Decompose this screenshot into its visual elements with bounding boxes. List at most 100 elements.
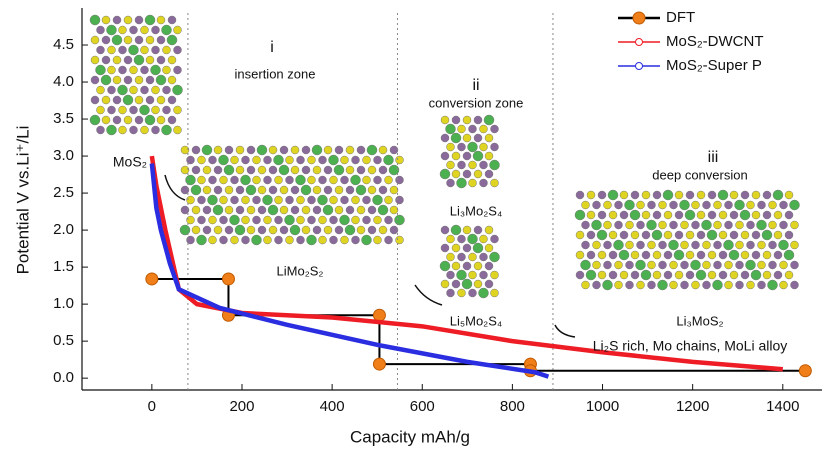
atom	[463, 116, 471, 124]
dft-point	[799, 365, 811, 377]
atom	[642, 251, 650, 259]
atom	[447, 253, 455, 261]
atom	[681, 241, 689, 249]
atom	[463, 244, 471, 252]
atom	[686, 231, 694, 239]
y-tick-label: 3.0	[53, 147, 74, 164]
atom	[647, 220, 657, 230]
atom	[231, 156, 239, 164]
atom	[291, 186, 299, 194]
atom	[307, 235, 317, 245]
atom	[474, 116, 482, 124]
atom	[582, 201, 590, 209]
atom	[335, 186, 343, 194]
atom	[774, 231, 782, 239]
atom	[697, 231, 705, 239]
atom	[779, 240, 789, 250]
atom	[598, 191, 606, 199]
atom	[469, 161, 477, 169]
atom	[186, 175, 196, 185]
atom	[652, 230, 662, 240]
atom	[452, 244, 460, 252]
atom	[735, 200, 745, 210]
atom	[385, 216, 393, 224]
atom	[692, 241, 700, 249]
atom	[340, 215, 350, 225]
atom	[730, 211, 738, 219]
atom	[741, 251, 749, 259]
atom	[604, 221, 612, 229]
atom	[664, 251, 672, 259]
atom	[390, 146, 398, 154]
atom	[308, 156, 316, 164]
atom	[741, 191, 749, 199]
atom	[752, 191, 760, 199]
legend-marker	[636, 63, 643, 70]
atom	[225, 206, 233, 214]
atom	[274, 155, 284, 165]
atom	[373, 195, 383, 205]
atom	[626, 281, 634, 289]
atom	[203, 226, 211, 234]
x-tick-label: 200	[229, 398, 254, 415]
atom	[258, 186, 266, 194]
atom	[140, 105, 150, 115]
atom	[686, 251, 694, 259]
atom	[485, 152, 493, 160]
atom	[691, 260, 701, 270]
atom	[659, 201, 667, 209]
atom	[246, 185, 256, 195]
atom	[641, 270, 651, 280]
annotation: Li₃Mo₂S₄	[450, 203, 503, 218]
atom	[130, 26, 138, 34]
atom	[598, 211, 606, 219]
atom	[593, 281, 601, 289]
x-tick-label: 600	[410, 398, 435, 415]
dft-point	[146, 273, 158, 285]
y-tick-label: 0.0	[53, 369, 74, 386]
atom	[440, 169, 450, 179]
atom	[385, 236, 393, 244]
atom	[674, 250, 684, 260]
atom	[129, 45, 139, 55]
atom	[112, 35, 122, 45]
atom	[664, 211, 672, 219]
atom	[146, 96, 154, 104]
atom	[341, 196, 349, 204]
atom	[474, 226, 482, 234]
atom	[626, 241, 634, 249]
annotation: Li₅Mo₂S₄	[450, 313, 502, 328]
atom	[167, 35, 177, 45]
atom	[319, 216, 327, 224]
atom	[374, 216, 382, 224]
atom	[318, 195, 328, 205]
atom	[592, 220, 602, 230]
atom	[725, 261, 733, 269]
atom	[312, 145, 322, 155]
atom	[474, 170, 482, 178]
x-tick-label: 800	[500, 398, 525, 415]
atom	[480, 161, 488, 169]
atom	[447, 271, 455, 279]
atom	[670, 281, 678, 289]
arrow	[555, 325, 575, 337]
atom	[730, 271, 738, 279]
atom	[214, 166, 222, 174]
atom	[452, 116, 460, 124]
y-tick-label: 1.5	[53, 258, 74, 275]
legend-label: DFT	[666, 9, 695, 26]
atom	[768, 280, 778, 290]
atom	[692, 221, 700, 229]
atom	[659, 221, 667, 229]
atom	[319, 236, 327, 244]
atom	[362, 235, 372, 245]
atom	[257, 145, 267, 155]
atom	[357, 206, 365, 214]
atom	[368, 226, 376, 234]
atom	[725, 281, 733, 289]
atom	[713, 280, 723, 290]
atom	[341, 156, 349, 164]
atom	[302, 206, 310, 214]
atom	[119, 46, 127, 54]
atom	[619, 250, 629, 260]
